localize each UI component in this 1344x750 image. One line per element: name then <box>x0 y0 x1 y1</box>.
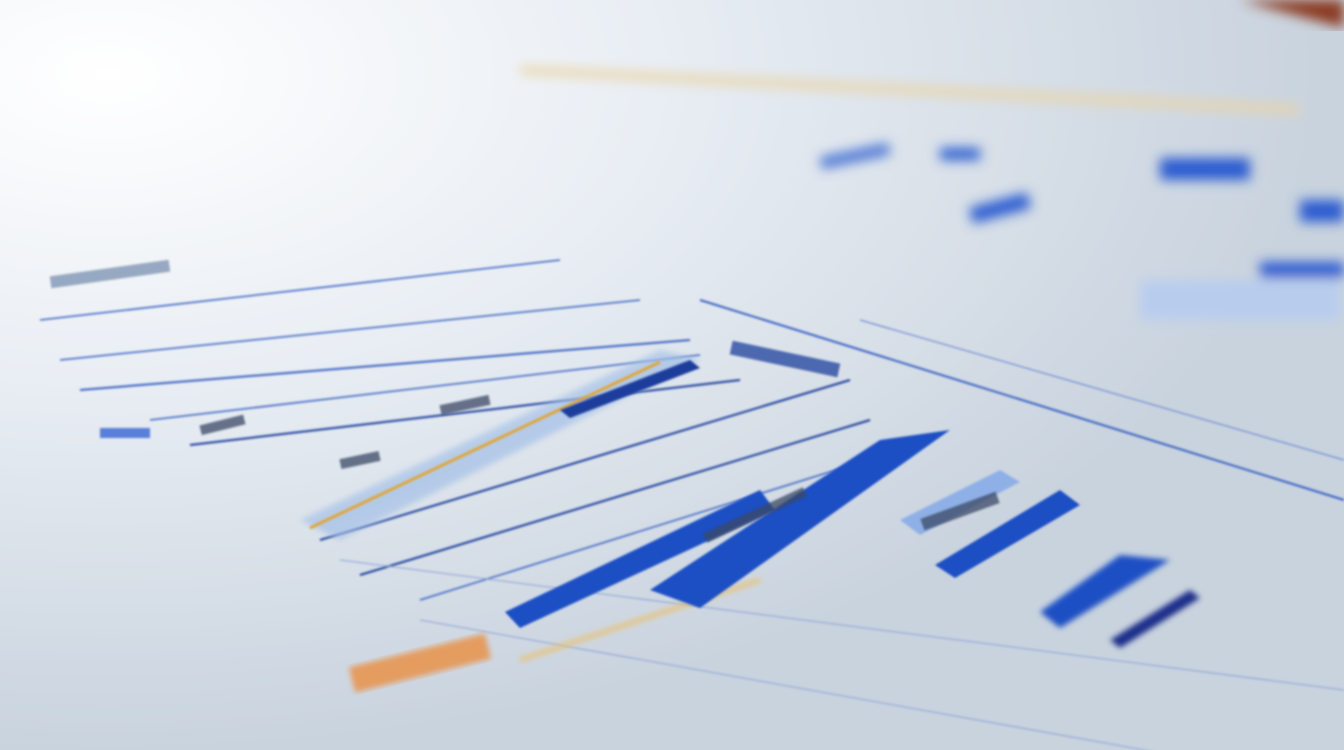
background-chart <box>519 66 1344 320</box>
bar <box>505 490 775 628</box>
bar <box>1040 555 1170 628</box>
orange-label <box>348 633 492 693</box>
corner-object <box>1240 0 1344 28</box>
chart-grid <box>39 259 1344 750</box>
bar <box>1110 590 1200 648</box>
gold-trend-line <box>309 360 661 530</box>
chart-bars <box>505 360 1200 648</box>
illegible-labels <box>49 259 1000 543</box>
bar <box>935 490 1080 578</box>
bar <box>560 360 700 418</box>
bar <box>650 430 950 608</box>
